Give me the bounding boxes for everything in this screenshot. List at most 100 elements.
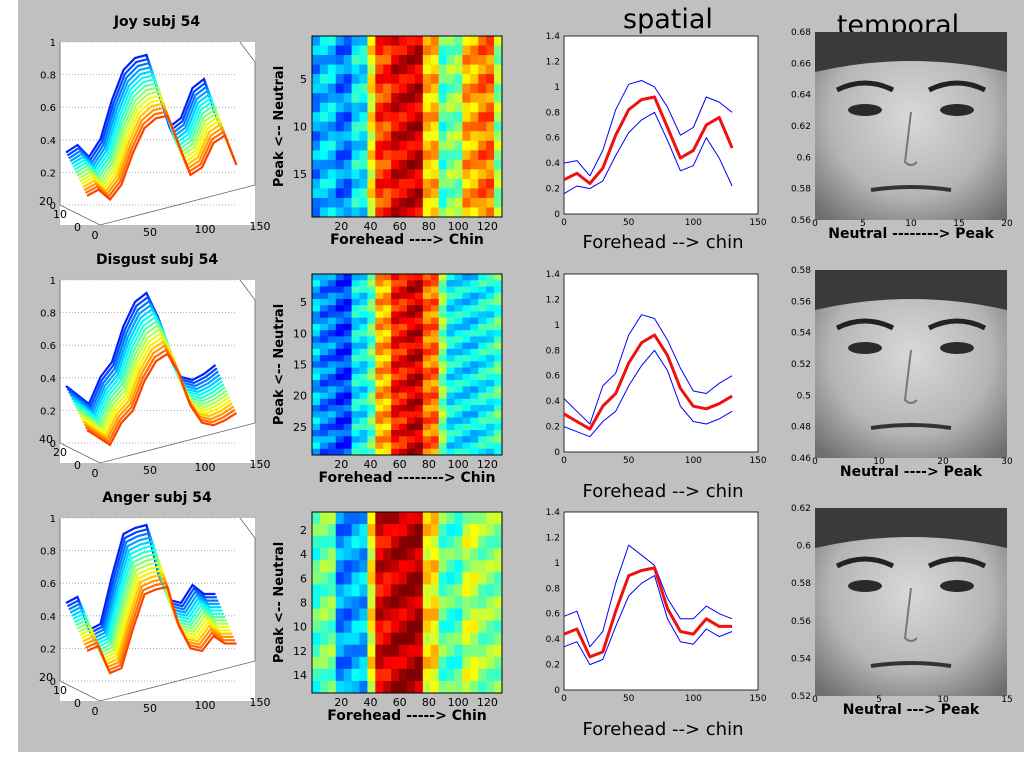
face-hair [815, 32, 1007, 72]
temporal-y-tick: 0.62 [791, 504, 811, 514]
surface-z-tick: 0.4 [40, 612, 56, 623]
heatmap-cell [478, 150, 487, 161]
heatmap-cell [391, 150, 400, 161]
heatmap-cell [438, 305, 447, 312]
surface-title: Anger subj 54 [102, 490, 212, 506]
heatmap-cell [391, 656, 400, 670]
heatmap-cell [383, 411, 392, 418]
heatmap-cell [470, 536, 479, 549]
heatmap-cell [462, 317, 471, 325]
heatmap-cell [478, 112, 487, 123]
surface-ribbon [78, 560, 229, 658]
heatmap-cell [422, 411, 432, 418]
heatmap-cell [446, 524, 455, 537]
heatmap-cell [319, 159, 329, 170]
heatmap-cell [399, 348, 408, 356]
heatmap-cell [391, 280, 400, 287]
surface-z-tick: 0.2 [40, 644, 56, 655]
heatmap-cell [327, 355, 337, 362]
heatmap-cell [359, 442, 368, 450]
heatmap-cell [446, 656, 455, 670]
heatmap-cell [367, 560, 376, 573]
heatmap-cell [478, 392, 487, 400]
heatmap-cell [367, 342, 376, 350]
heatmap-cell [391, 188, 400, 199]
heatmap-cell [438, 398, 447, 406]
heatmap-cell [367, 572, 376, 585]
heatmap-cell [359, 286, 368, 294]
heatmap-cell [486, 536, 495, 549]
heatmap-cell [430, 608, 440, 621]
heatmap-cell [327, 423, 337, 431]
heatmap-cell [359, 317, 368, 325]
heatmap-cell [383, 386, 392, 393]
heatmap-cell [407, 112, 416, 123]
heatmap-cell [486, 436, 495, 443]
spatial-x-tick: 100 [685, 218, 702, 228]
heatmap-cell [312, 140, 321, 151]
heatmap-cell [319, 274, 329, 281]
heatmap-cell [446, 188, 455, 199]
heatmap-cell [438, 280, 447, 287]
heatmap-cell [454, 548, 463, 561]
heatmap-cell [367, 405, 376, 412]
heatmap-cell [430, 405, 440, 412]
heatmap-cell [367, 83, 376, 94]
heatmap-x-tick: 40 [363, 696, 377, 709]
heatmap-y-tick: 12 [293, 645, 307, 658]
heatmap-cell [446, 93, 455, 104]
heatmap-cell [391, 436, 400, 443]
heatmap-cell [478, 280, 487, 287]
heatmap-cell [312, 367, 321, 375]
heatmap-cell [367, 548, 376, 561]
heatmap-cell [494, 121, 503, 132]
heatmap-cell [422, 274, 432, 281]
heatmap-cell [319, 620, 329, 634]
heatmap-cell [486, 83, 495, 94]
heatmap-cell [399, 442, 408, 450]
heatmap-cell [383, 632, 392, 646]
heatmap-cell [422, 373, 432, 381]
heatmap-cell [319, 423, 329, 431]
heatmap-cell [462, 207, 471, 218]
surface-ribbon [65, 53, 217, 159]
heatmap-cell [462, 632, 471, 646]
heatmap-cell [438, 317, 447, 325]
heatmap-cell [486, 55, 495, 65]
spatial-x-tick: 0 [561, 694, 567, 704]
heatmap-cell [407, 150, 416, 161]
heatmap-cell [327, 620, 337, 634]
heatmap-cell [470, 298, 479, 306]
heatmap-cell [367, 207, 376, 218]
heatmap-cell [470, 448, 479, 456]
heatmap-cell [319, 348, 329, 356]
heatmap-cell [359, 178, 368, 189]
heatmap-cell [359, 336, 368, 344]
heatmap-cell [391, 355, 400, 362]
heatmap-cell [367, 274, 376, 281]
heatmap-cell [454, 121, 463, 132]
heatmap-cell [391, 45, 400, 56]
surface-z-tick: 0.2 [40, 406, 56, 417]
heatmap-cell [454, 336, 463, 344]
heatmap-cell [414, 317, 424, 325]
heatmap-cell [438, 448, 447, 456]
surface-ribbon [79, 564, 230, 661]
heatmap-cell [343, 311, 352, 319]
heatmap-cell [351, 74, 360, 85]
heatmap-cell [462, 386, 471, 393]
heatmap-cell [494, 411, 503, 418]
heatmap-cell [327, 442, 337, 450]
heatmap-cell [327, 74, 337, 85]
heatmap-cell [438, 644, 447, 658]
heatmap-cell [430, 197, 440, 208]
heatmap-cell [430, 572, 440, 585]
heatmap-cell [367, 448, 376, 456]
heatmap-cell [422, 656, 432, 670]
heatmap-cell [327, 572, 337, 585]
heatmap-cell [478, 560, 487, 573]
heatmap-cell [327, 150, 337, 161]
heatmap-cell [454, 102, 463, 113]
heatmap-cell [470, 423, 479, 431]
